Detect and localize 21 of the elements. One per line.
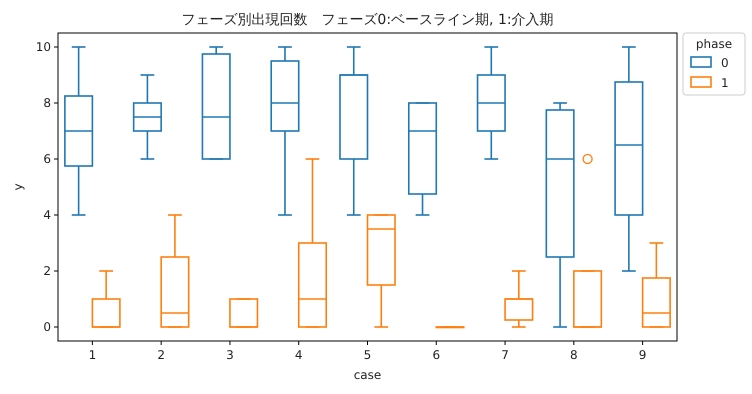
x-tick-label: 6	[432, 348, 440, 362]
x-tick-label: 9	[638, 348, 646, 362]
x-tick-label: 2	[157, 348, 165, 362]
x-tick-label: 7	[501, 348, 509, 362]
x-tick-label: 1	[88, 348, 96, 362]
y-tick-label: 10	[36, 40, 51, 54]
legend-label: 1	[721, 76, 729, 90]
y-tick-label: 8	[43, 96, 51, 110]
legend-label: 0	[721, 56, 729, 70]
x-tick-label: 5	[364, 348, 372, 362]
x-tick-label: 3	[226, 348, 234, 362]
y-tick-label: 4	[43, 208, 51, 222]
y-tick-label: 6	[43, 152, 51, 166]
y-tick-label: 2	[43, 264, 51, 278]
y-axis-title: y	[11, 183, 25, 191]
chart-title: フェーズ別出現回数 フェーズ0:ベースライン期, 1:介入期	[181, 12, 554, 28]
x-axis-title: case	[354, 368, 382, 382]
legend-title: phase	[696, 37, 732, 51]
x-tick-label: 4	[294, 348, 303, 362]
y-tick-label: 0	[43, 320, 51, 334]
x-tick-label: 8	[570, 348, 578, 362]
